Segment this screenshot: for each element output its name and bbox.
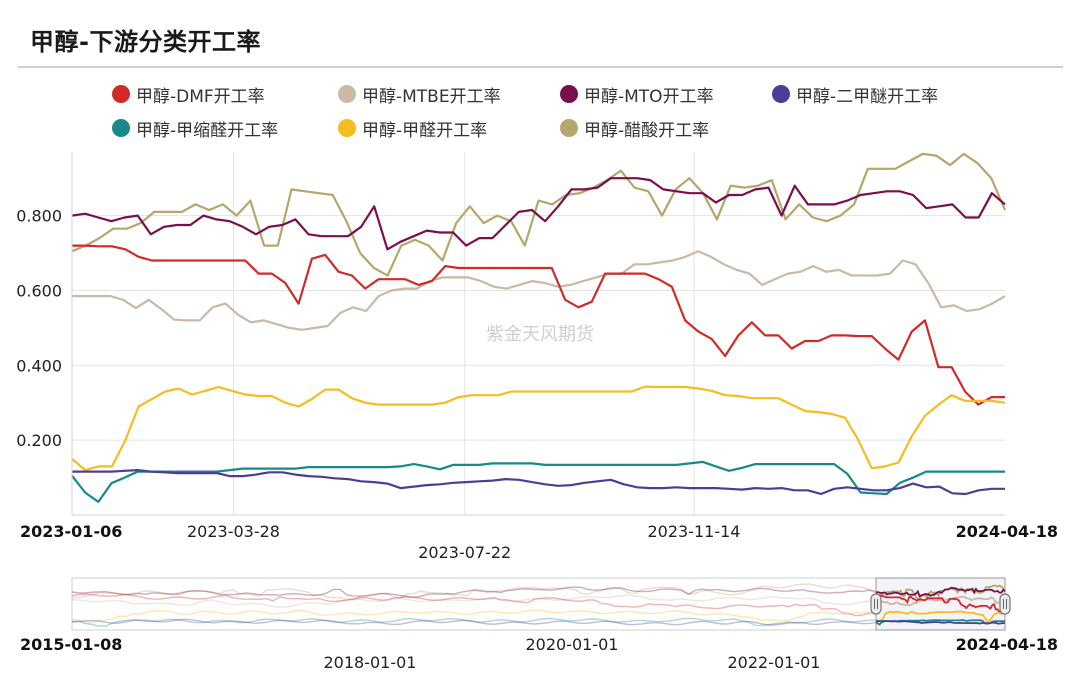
series-line bbox=[71, 152, 1007, 277]
watermark: 紫金天风期货 bbox=[486, 324, 594, 345]
navigator-tick-label: 2020-01-01 bbox=[526, 635, 619, 654]
series-layer bbox=[71, 152, 1007, 503]
legend-label: 甲醇-二甲醚开工率 bbox=[796, 86, 939, 107]
legend-marker bbox=[338, 85, 356, 103]
x-tick-label: 2023-11-14 bbox=[648, 522, 741, 541]
legend-item[interactable]: 甲醇-MTBE开工率 bbox=[338, 82, 501, 107]
navigator-selected-line bbox=[876, 594, 1005, 615]
series-line bbox=[72, 250, 1006, 331]
series-line bbox=[71, 460, 1005, 503]
series-line bbox=[72, 244, 1005, 406]
navigator-history-line bbox=[71, 617, 877, 627]
x-tick-label: 2023-01-06 bbox=[20, 522, 122, 541]
navigator-history-line bbox=[71, 586, 877, 599]
x-tick-label: 2023-07-22 bbox=[418, 543, 511, 562]
legend-item[interactable]: 甲醇-甲醛开工率 bbox=[338, 116, 488, 141]
y-tick-label: 0.800 bbox=[16, 207, 62, 226]
legend-marker bbox=[560, 85, 578, 103]
axis-layer: 0.800 0.600 0.400 0.200 2023-01-06 2023-03-28… bbox=[16, 152, 1058, 562]
series-line bbox=[72, 469, 1005, 496]
navigator-handle[interactable] bbox=[870, 593, 882, 615]
title-divider bbox=[18, 66, 1063, 68]
legend-marker bbox=[772, 85, 790, 103]
legend-marker bbox=[112, 119, 130, 137]
legend-marker bbox=[338, 119, 356, 137]
navigator-tick-label: 2022-01-01 bbox=[728, 653, 821, 672]
navigator-history-line bbox=[71, 593, 877, 617]
navigator-history-line bbox=[71, 583, 877, 601]
legend-item[interactable]: 甲醇-MTO开工率 bbox=[560, 82, 714, 107]
navigator-end-label: 2024-04-18 bbox=[956, 635, 1058, 654]
legend-marker bbox=[560, 119, 578, 137]
navigator-selected-line bbox=[876, 595, 1006, 607]
legend-item[interactable]: 甲醇-DMF开工率 bbox=[112, 82, 265, 107]
y-tick-label: 0.400 bbox=[16, 356, 62, 375]
page-title: 甲醇-下游分类开工率 bbox=[30, 28, 261, 56]
navigator-tick-label: 2018-01-01 bbox=[324, 653, 417, 672]
legend-label: 甲醇-MTBE开工率 bbox=[362, 86, 501, 107]
chart-legend: 甲醇-DMF开工率 甲醇-MTBE开工率 甲醇-MTO开工率 甲醇-二甲醚开工率甲醇-… bbox=[0, 78, 1080, 142]
series-line bbox=[71, 177, 1006, 251]
x-tick-label: 2023-03-28 bbox=[187, 522, 280, 541]
navigator-history-line bbox=[71, 594, 877, 608]
navigator-start-label: 2015-01-08 bbox=[20, 635, 122, 654]
legend-label: 甲醇-MTO开工率 bbox=[584, 86, 714, 107]
navigator-handle[interactable] bbox=[999, 593, 1011, 615]
legend-label: 甲醇-甲缩醛开工率 bbox=[136, 120, 279, 141]
legend-item[interactable]: 甲醇-甲缩醛开工率 bbox=[112, 116, 279, 141]
navigator-frame bbox=[71, 577, 1006, 631]
x-tick-label: 2024-04-18 bbox=[956, 522, 1058, 541]
legend-label: 甲醇-DMF开工率 bbox=[136, 86, 265, 107]
legend-label: 甲醇-甲醛开工率 bbox=[362, 120, 488, 141]
legend-item[interactable]: 甲醇-二甲醚开工率 bbox=[772, 82, 939, 107]
navigator-selected-line bbox=[875, 587, 1006, 598]
navigator-selected-line bbox=[876, 620, 1005, 625]
y-tick-label: 0.600 bbox=[16, 281, 62, 300]
legend-item[interactable]: 甲醇-醋酸开工率 bbox=[560, 116, 710, 141]
legend-label: 甲醇-醋酸开工率 bbox=[584, 120, 710, 141]
legend-marker bbox=[112, 85, 130, 103]
navigator[interactable]: 2015-01-08 2024-04-18 2018-01-01 2020-01-01… bbox=[20, 577, 1058, 672]
navigator-selected-line bbox=[875, 610, 1006, 622]
y-tick-label: 0.200 bbox=[16, 431, 62, 450]
series-line bbox=[71, 385, 1006, 472]
navigator-history-line bbox=[71, 618, 877, 626]
navigator-history-line bbox=[71, 609, 877, 624]
